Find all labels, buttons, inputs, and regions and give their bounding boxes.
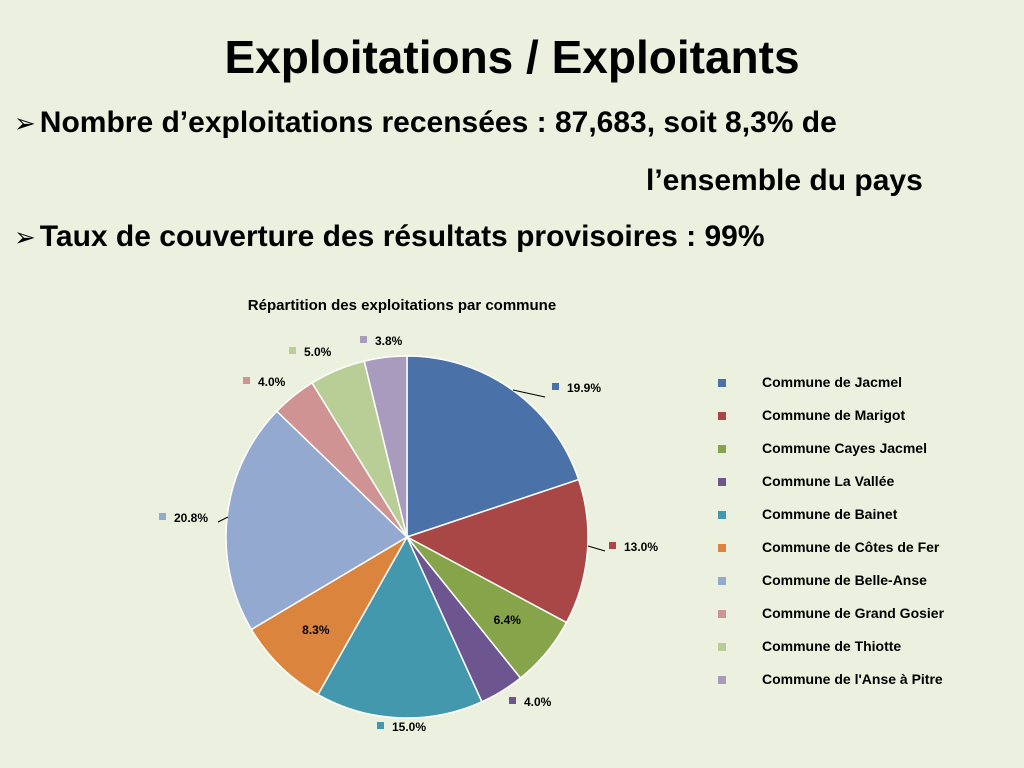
arrow-bullet-icon: ➢ (14, 222, 36, 252)
leader-line (512, 389, 546, 398)
data-label: 8.3% (302, 623, 330, 637)
legend-item: Commune La Vallée (712, 473, 944, 506)
legend-swatch (718, 445, 726, 453)
data-label-swatch (360, 336, 367, 343)
legend-item: Commune de Bainet (712, 506, 944, 539)
legend-item: Commune de Grand Gosier (712, 605, 944, 638)
data-label: 19.9% (567, 381, 601, 395)
data-label-swatch (289, 347, 296, 354)
pie-slice (406, 355, 580, 539)
pie-slice (363, 355, 408, 538)
pie-slice (405, 478, 589, 624)
legend-label: Commune de Jacmel (762, 374, 903, 390)
legend-item: Commune de Côtes de Fer (712, 539, 944, 572)
legend-label: Commune de Belle-Anse (762, 572, 927, 588)
bullet-couverture-text: Taux de couverture des résultats proviso… (39, 220, 765, 253)
legend-item: Commune Cayes Jacmel (712, 440, 944, 473)
legend-swatch (718, 643, 726, 651)
legend-swatch (718, 412, 726, 420)
legend-swatch (718, 610, 726, 618)
legend-swatch (718, 379, 726, 387)
legend-label: Commune de Bainet (762, 506, 898, 522)
legend-swatch (718, 676, 726, 684)
arrow-bullet-icon: ➢ (14, 108, 36, 138)
legend-swatch (718, 511, 726, 519)
legend-label: Commune de l'Anse à Pitre (762, 671, 943, 687)
legend-swatch (718, 478, 726, 486)
bullet-exploitations-text: Nombre d’exploitations recensées : 87,68… (39, 106, 837, 139)
legend-label: Commune La Vallée (762, 473, 895, 489)
data-label: 4.0% (258, 375, 286, 389)
pie-slice (250, 534, 410, 696)
legend-swatch (718, 577, 726, 585)
data-label: 6.4% (494, 613, 522, 627)
pie-slice (225, 410, 409, 631)
legend-swatch (718, 544, 726, 552)
bullet-couverture: ➢ Taux de couverture des résultats provis… (14, 220, 765, 254)
data-label-swatch (609, 542, 616, 549)
data-label-swatch (377, 722, 384, 729)
data-label: 15.0% (392, 720, 426, 734)
leader-line (217, 516, 229, 523)
data-label-swatch (509, 697, 516, 704)
legend-item: Commune de Belle-Anse (712, 572, 944, 605)
data-label: 20.8% (174, 511, 208, 525)
legend-label: Commune de Côtes de Fer (762, 539, 940, 555)
data-label: 13.0% (624, 540, 658, 554)
data-label: 4.0% (524, 695, 552, 709)
chart-title: Répartition des exploitations par commun… (247, 297, 557, 314)
legend-label: Commune de Grand Gosier (762, 605, 945, 621)
legend-label: Commune de Marigot (762, 407, 906, 423)
data-label-swatch (243, 377, 250, 384)
bullet-exploitations: ➢ Nombre d’exploitations recensées : 87,6… (14, 106, 837, 140)
legend-item: Commune de l'Anse à Pitre (712, 671, 944, 704)
slide-title: Exploitations / Exploitants (224, 31, 800, 83)
data-label-swatch (552, 383, 559, 390)
data-label: 5.0% (304, 345, 332, 359)
leader-line (587, 545, 606, 552)
legend-label: Commune de Thiotte (762, 638, 902, 654)
legend-label: Commune Cayes Jacmel (762, 440, 927, 456)
data-label: 3.8% (375, 334, 403, 348)
pie-slice (316, 535, 483, 719)
legend-item: Commune de Thiotte (712, 638, 944, 671)
legend-item: Commune de Jacmel (712, 374, 944, 407)
bullet-exploitations-continuation: l’ensemble du pays (646, 164, 923, 197)
data-label-swatch (159, 513, 166, 520)
chart-legend: Commune de Jacmel Commune de Marigot Commu… (712, 374, 944, 704)
legend-item: Commune de Marigot (712, 407, 944, 440)
